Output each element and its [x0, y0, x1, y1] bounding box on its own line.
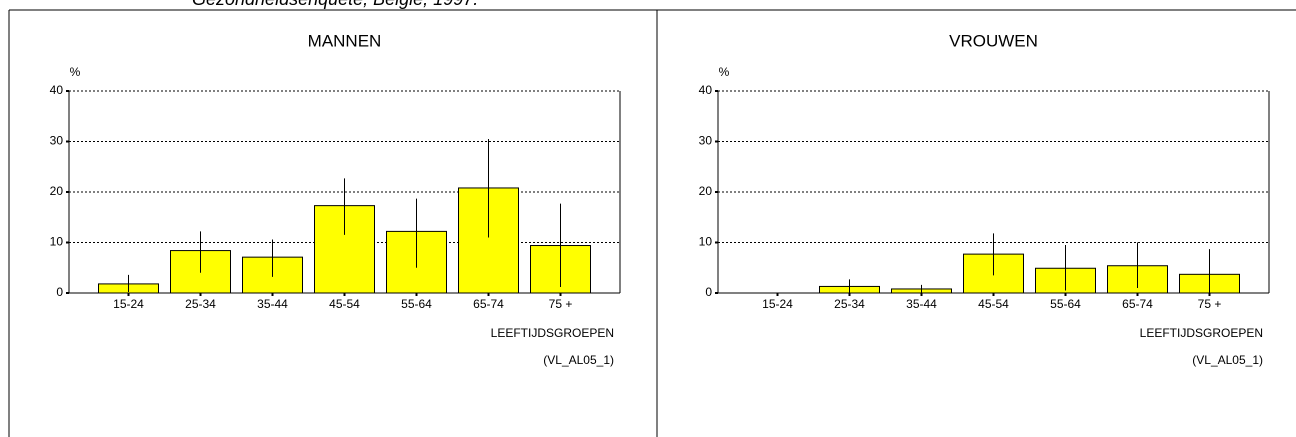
y-axis-label: %	[70, 65, 81, 79]
x-tick-label: 75 +	[549, 297, 573, 311]
y-tick-label: 20	[50, 184, 64, 198]
y-tick-label: 10	[50, 235, 64, 249]
y-tick-label: 0	[705, 285, 712, 299]
chart-title: MANNEN	[308, 31, 382, 50]
note: (VL_AL05_1)	[543, 353, 614, 367]
y-tick-label: 40	[50, 83, 64, 97]
x-tick-label: 65-74	[1122, 297, 1153, 311]
x-tick-label: 45-54	[978, 297, 1009, 311]
y-tick-label: 40	[699, 83, 713, 97]
x-tick-label: 15-24	[113, 297, 144, 311]
x-tick-label: 15-24	[762, 297, 793, 311]
x-tick-label: 45-54	[329, 297, 360, 311]
y-tick-label: 30	[699, 134, 713, 148]
note: (VL_AL05_1)	[1192, 353, 1263, 367]
y-tick-label: 0	[56, 285, 63, 299]
x-tick-label: 55-64	[1050, 297, 1081, 311]
x-tick-label: 35-44	[257, 297, 288, 311]
x-tick-label: 75 +	[1198, 297, 1222, 311]
x-tick-label: 55-64	[401, 297, 432, 311]
x-tick-label: 25-34	[185, 297, 216, 311]
x-tick-label: 65-74	[473, 297, 504, 311]
chart-title: VROUWEN	[949, 31, 1038, 50]
x-tick-label: 35-44	[906, 297, 937, 311]
x-tick-label: 25-34	[834, 297, 865, 311]
caption: Gezondheidsenquête, België, 1997.	[192, 0, 478, 9]
y-tick-label: 30	[50, 134, 64, 148]
y-tick-label: 10	[699, 235, 713, 249]
x-axis-label: LEEFTIJDSGROEPEN	[491, 326, 614, 340]
y-tick-label: 20	[699, 184, 713, 198]
y-axis-label: %	[719, 65, 730, 79]
x-axis-label: LEEFTIJDSGROEPEN	[1140, 326, 1263, 340]
